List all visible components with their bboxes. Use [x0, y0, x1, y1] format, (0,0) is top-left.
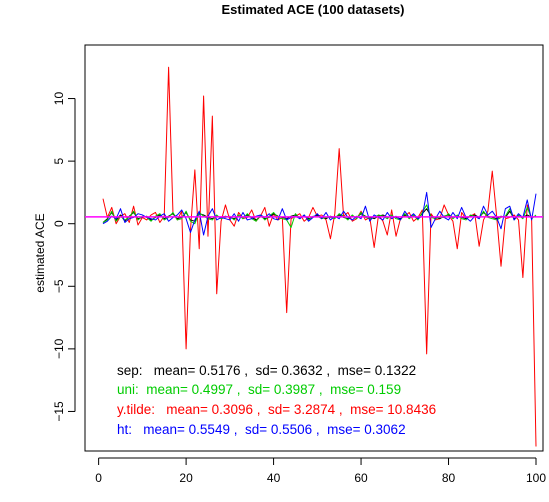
series-line-ht [102, 191, 537, 236]
x-tick-label: 0 [95, 471, 102, 485]
x-tick-label: 80 [442, 471, 456, 485]
y-tick-label: 0 [52, 220, 66, 227]
x-tick-label: 20 [179, 471, 193, 485]
x-tick-label: 40 [267, 471, 281, 485]
stats-annotation: ht: mean= 0.5549 , sd= 0.5506 , mse= 0.3… [117, 422, 406, 437]
y-axis-label: estimated ACE [33, 213, 47, 292]
plot-frame [84, 44, 544, 452]
y-tick-label: 10 [52, 92, 66, 106]
y-tick-label: −10 [52, 338, 66, 359]
x-tick-label: 60 [354, 471, 368, 485]
x-axis: 0 20 40 60 80 100 [95, 457, 546, 485]
stats-annotation: uni: mean= 0.4997 , sd= 0.3987 , mse= 0.… [117, 382, 401, 397]
series-layer [85, 66, 543, 447]
x-tick-label: 100 [526, 471, 546, 485]
y-tick-label: −15 [52, 401, 66, 422]
stats-annotation: y.tilde: mean= 0.3096 , sd= 3.2874 , mse… [117, 402, 436, 417]
y-axis: −15 −10 −5 0 5 10 [52, 92, 76, 422]
annotation-layer: sep: mean= 0.5176 , sd= 0.3632 , mse= 0.… [117, 363, 436, 437]
y-tick-label: 5 [52, 157, 66, 164]
chart-title: Estimated ACE (100 datasets) [221, 2, 404, 17]
y-tick-label: −5 [52, 279, 66, 293]
stats-annotation: sep: mean= 0.5176 , sd= 0.3632 , mse= 0.… [117, 363, 416, 378]
